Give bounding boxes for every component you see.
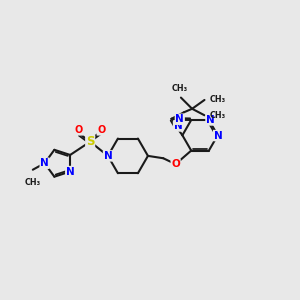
Text: CH₃: CH₃ xyxy=(172,85,188,94)
Text: O: O xyxy=(75,125,83,135)
Text: N: N xyxy=(206,115,215,125)
Text: CH₃: CH₃ xyxy=(209,95,225,104)
Text: S: S xyxy=(86,135,94,148)
Text: N: N xyxy=(176,114,184,124)
Text: N: N xyxy=(103,151,112,161)
Text: N: N xyxy=(174,121,182,131)
Text: N: N xyxy=(214,130,222,141)
Text: N: N xyxy=(66,167,74,177)
Text: O: O xyxy=(171,159,180,169)
Text: N: N xyxy=(40,158,49,168)
Text: CH₃: CH₃ xyxy=(209,111,225,120)
Text: O: O xyxy=(97,125,106,135)
Text: CH₃: CH₃ xyxy=(24,178,40,187)
